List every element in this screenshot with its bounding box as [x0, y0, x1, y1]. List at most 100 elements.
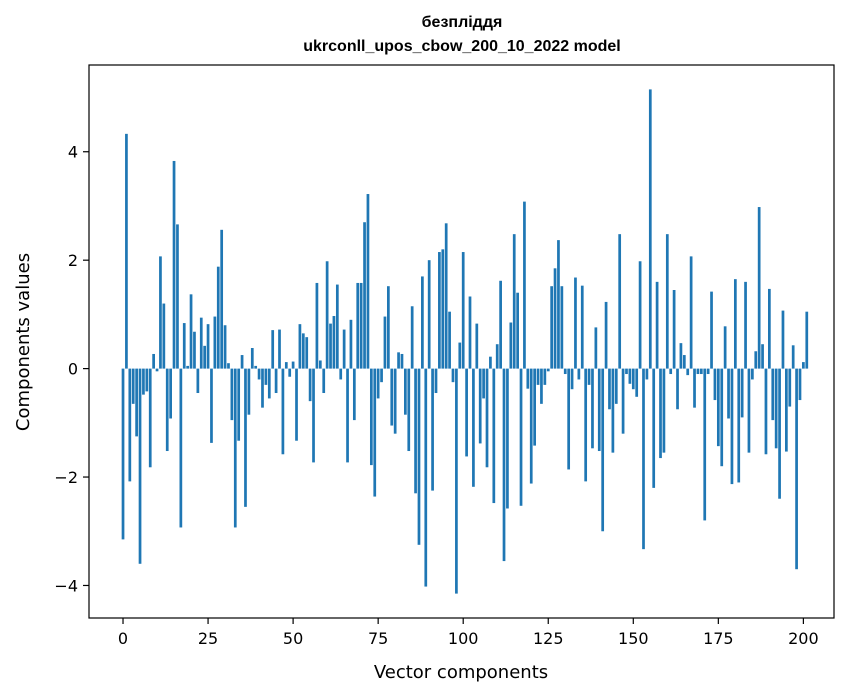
- x-tick-label: 50: [283, 629, 303, 648]
- bar-component-21: [193, 331, 196, 369]
- bar-component-40: [257, 368, 261, 380]
- bar-component-29: [220, 229, 224, 369]
- bar-component-69: [356, 282, 360, 369]
- bar-component-156: [652, 368, 656, 488]
- bar-component-110: [495, 344, 499, 369]
- bar-component-195: [785, 368, 788, 452]
- x-tick-label: 200: [788, 629, 819, 648]
- bar-component-31: [227, 363, 230, 369]
- bar-component-180: [733, 279, 737, 369]
- bar-component-54: [305, 337, 309, 369]
- bar-component-100: [461, 252, 465, 369]
- bar-component-192: [774, 368, 778, 449]
- bar-component-105: [478, 368, 482, 444]
- bar-component-48: [284, 362, 288, 369]
- y-tick-label: 0: [68, 360, 78, 379]
- bar-component-142: [604, 301, 608, 369]
- bar-component-197: [791, 345, 795, 369]
- bar-component-143: [608, 368, 611, 410]
- bar-component-172: [706, 368, 710, 375]
- bar-component-53: [301, 333, 305, 369]
- bar-component-151: [635, 368, 639, 397]
- bar-component-114: [509, 322, 513, 369]
- bar-component-167: [689, 256, 693, 369]
- bar-component-71: [363, 222, 366, 369]
- y-axis-ticks: −4 −2 0 2 4: [54, 143, 89, 595]
- bar-component-190: [768, 288, 771, 369]
- bar-component-164: [679, 343, 683, 369]
- bar-component-78: [387, 286, 390, 369]
- bar-component-64: [339, 368, 343, 380]
- bar-component-23: [199, 317, 203, 369]
- bar-component-104: [475, 323, 479, 369]
- x-tick-label: 25: [198, 629, 218, 648]
- bar-component-88: [421, 276, 424, 369]
- bar-component-189: [764, 368, 768, 455]
- bar-component-77: [383, 316, 387, 369]
- bar-component-121: [533, 368, 536, 446]
- bar-component-116: [516, 292, 519, 369]
- bar-component-173: [710, 291, 713, 369]
- bar-component-76: [380, 368, 383, 383]
- bar-component-130: [563, 368, 567, 375]
- bar-component-145: [614, 368, 618, 404]
- bar-component-120: [529, 368, 533, 484]
- bar-component-74: [373, 368, 377, 497]
- bar-component-193: [778, 368, 781, 499]
- bar-component-82: [400, 353, 404, 369]
- bar-component-86: [414, 368, 417, 494]
- bar-component-22: [196, 368, 200, 394]
- bar-component-101: [465, 368, 468, 457]
- bar-component-137: [587, 368, 591, 385]
- bar-component-118: [523, 201, 526, 369]
- bar-component-170: [699, 368, 703, 375]
- bar-component-33: [233, 368, 237, 528]
- bar-component-26: [210, 368, 213, 443]
- bar-component-196: [788, 368, 792, 407]
- bar-component-16: [176, 224, 179, 369]
- x-tick-label: 0: [118, 629, 128, 648]
- bar-component-8: [148, 368, 152, 468]
- bar-component-158: [659, 368, 662, 459]
- bar-component-131: [567, 368, 571, 470]
- bar-component-150: [631, 368, 635, 390]
- plot-frame: [88, 64, 835, 619]
- bar-component-47: [281, 368, 285, 455]
- bar-component-79: [390, 368, 394, 426]
- bar-component-181: [737, 368, 741, 483]
- bar-component-91: [431, 368, 434, 491]
- bar-component-93: [438, 252, 441, 369]
- bar-component-134: [577, 368, 581, 380]
- bar-component-103: [472, 368, 475, 487]
- bar-component-163: [676, 368, 679, 410]
- bar-component-188: [761, 344, 764, 369]
- bar-component-128: [557, 240, 560, 369]
- bar-component-20: [189, 294, 193, 369]
- bar-component-18: [182, 323, 186, 369]
- bar-component-80: [393, 368, 397, 434]
- bar-component-129: [560, 286, 564, 369]
- bar-component-52: [298, 324, 302, 369]
- bar-component-4: [135, 368, 138, 437]
- bar-component-166: [686, 368, 690, 376]
- bar-component-6: [142, 368, 145, 395]
- bar-component-191: [771, 368, 775, 421]
- x-axis-label: Vector components: [374, 662, 548, 683]
- bar-component-96: [448, 311, 451, 369]
- bar-component-182: [740, 368, 744, 418]
- bar-component-187: [757, 207, 761, 369]
- bar-component-43: [267, 368, 271, 399]
- bar-component-122: [536, 368, 540, 385]
- bar-component-42: [264, 368, 268, 385]
- bar-component-67: [349, 319, 353, 369]
- y-tick-label: −4: [54, 576, 78, 595]
- bar-component-37: [247, 368, 251, 415]
- bar-component-65: [342, 329, 346, 369]
- bar-component-49: [288, 368, 292, 377]
- bar-component-24: [203, 345, 207, 369]
- bar-component-168: [693, 368, 696, 408]
- bar-component-194: [781, 310, 785, 369]
- bar-component-83: [404, 368, 407, 415]
- bar-component-139: [594, 327, 598, 369]
- bar-component-179: [730, 368, 734, 485]
